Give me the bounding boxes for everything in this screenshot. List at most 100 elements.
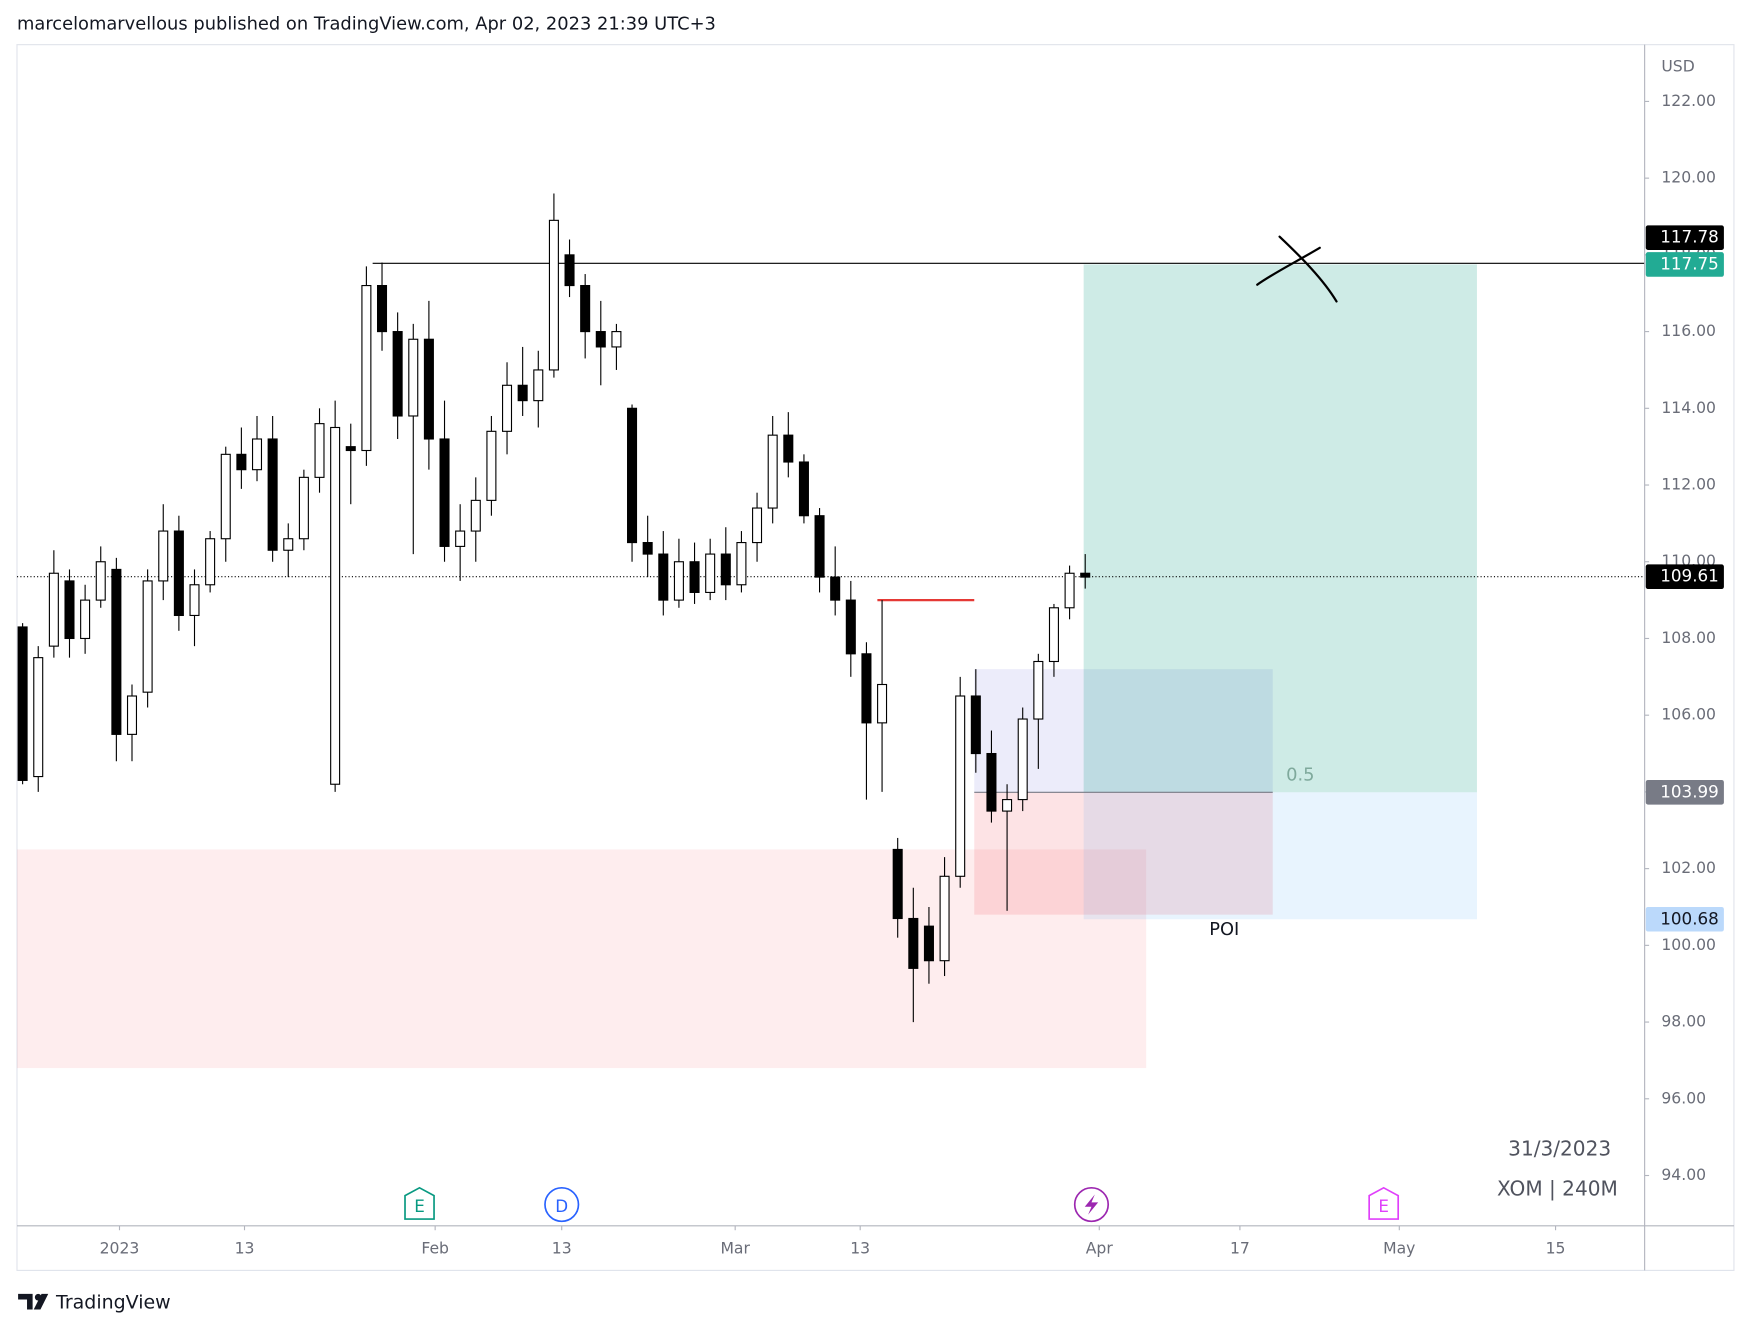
candle bbox=[80, 584, 91, 654]
candle bbox=[298, 469, 309, 551]
header: marcelomarvellous published on TradingVi… bbox=[17, 14, 716, 35]
candle-body bbox=[861, 653, 872, 724]
candle bbox=[627, 404, 638, 562]
candle-body bbox=[1064, 572, 1075, 609]
candle-body bbox=[720, 553, 731, 586]
candle bbox=[580, 274, 591, 359]
event-shape bbox=[404, 1186, 435, 1220]
candle-body bbox=[642, 542, 653, 555]
candle-body bbox=[580, 284, 591, 333]
candle-body bbox=[986, 752, 997, 812]
frame bbox=[16, 44, 1735, 1271]
candle bbox=[830, 546, 841, 616]
candle-body bbox=[330, 426, 341, 785]
candle bbox=[423, 300, 434, 470]
candle bbox=[642, 515, 653, 578]
price-label: 117.78 bbox=[1660, 227, 1719, 247]
candle-body bbox=[236, 453, 247, 471]
candle-body bbox=[64, 580, 75, 640]
y-tick-label: 116.00 bbox=[1661, 322, 1716, 340]
candle bbox=[548, 193, 559, 378]
candle bbox=[892, 837, 903, 938]
event-bolt bbox=[1084, 1194, 1099, 1215]
candle-body bbox=[251, 438, 263, 471]
candle-body bbox=[798, 461, 809, 517]
x-tick-label: Mar bbox=[720, 1240, 750, 1258]
date-label: 31/3/2023 bbox=[1508, 1136, 1611, 1160]
candle-body bbox=[611, 331, 622, 348]
event-shape bbox=[544, 1186, 580, 1223]
event-icon: E bbox=[404, 1186, 435, 1220]
candle bbox=[361, 266, 372, 466]
candle bbox=[986, 730, 997, 823]
candle bbox=[376, 262, 388, 351]
candle bbox=[486, 415, 497, 516]
y-tick-label: 108.00 bbox=[1661, 629, 1716, 647]
zone bbox=[16, 849, 1147, 1069]
candle bbox=[877, 600, 888, 792]
candle-body bbox=[126, 695, 138, 735]
candle-body bbox=[502, 384, 513, 432]
candle-body bbox=[908, 917, 919, 969]
candle bbox=[439, 400, 450, 562]
candle-body bbox=[1017, 718, 1028, 801]
y-tick-label: 98.00 bbox=[1661, 1013, 1706, 1031]
candle bbox=[142, 569, 153, 708]
candle-body bbox=[423, 338, 434, 440]
candle bbox=[64, 569, 75, 658]
x-tick-label: 13 bbox=[552, 1240, 572, 1258]
hand-drawn-cross bbox=[1256, 235, 1338, 303]
y-tick-label: 100.00 bbox=[1661, 936, 1716, 954]
candle bbox=[236, 427, 247, 489]
event-icon: D bbox=[544, 1186, 580, 1223]
candle bbox=[1033, 653, 1044, 769]
candle-body bbox=[627, 407, 638, 544]
candle-body bbox=[564, 254, 575, 287]
y-tick-label: 94.00 bbox=[1661, 1166, 1706, 1184]
candle-body bbox=[783, 434, 794, 463]
candle-body bbox=[220, 453, 231, 540]
candle-body bbox=[1080, 572, 1091, 578]
candle bbox=[345, 423, 356, 505]
candle bbox=[1064, 565, 1075, 620]
candle bbox=[408, 323, 419, 555]
candle bbox=[220, 446, 231, 562]
candle-body bbox=[111, 568, 122, 735]
zone bbox=[974, 792, 1273, 915]
y-tick-label: 112.00 bbox=[1661, 476, 1716, 494]
candle-body bbox=[189, 584, 200, 617]
candle bbox=[595, 300, 606, 386]
plot-area: 0.5 POI bbox=[16, 193, 1645, 1069]
price-label: 103.99 bbox=[1660, 781, 1719, 801]
candle bbox=[798, 454, 809, 524]
candle-body bbox=[939, 875, 950, 962]
candle-body bbox=[955, 695, 966, 877]
candle bbox=[970, 669, 981, 773]
poi-label: POI bbox=[1209, 919, 1239, 940]
candle bbox=[1017, 707, 1028, 812]
candle bbox=[470, 477, 481, 562]
price-label-box bbox=[1645, 225, 1724, 250]
candle-body bbox=[392, 331, 403, 417]
candle bbox=[1080, 554, 1091, 589]
candle-body bbox=[1033, 660, 1044, 720]
candle-body bbox=[970, 695, 981, 755]
event-label: E bbox=[414, 1196, 425, 1216]
candle bbox=[1002, 784, 1013, 911]
candle bbox=[267, 415, 278, 562]
candle-body bbox=[173, 530, 184, 617]
price-label: 117.75 bbox=[1660, 253, 1719, 273]
candle-body bbox=[408, 338, 419, 417]
candle bbox=[533, 350, 544, 428]
candle bbox=[673, 538, 684, 608]
candle bbox=[283, 523, 294, 578]
event-shape bbox=[1368, 1186, 1400, 1220]
candle-body bbox=[361, 284, 372, 452]
event-icon bbox=[1073, 1186, 1110, 1223]
candle-body bbox=[877, 683, 888, 724]
candle bbox=[736, 531, 747, 593]
event-icon: E bbox=[1368, 1186, 1400, 1220]
